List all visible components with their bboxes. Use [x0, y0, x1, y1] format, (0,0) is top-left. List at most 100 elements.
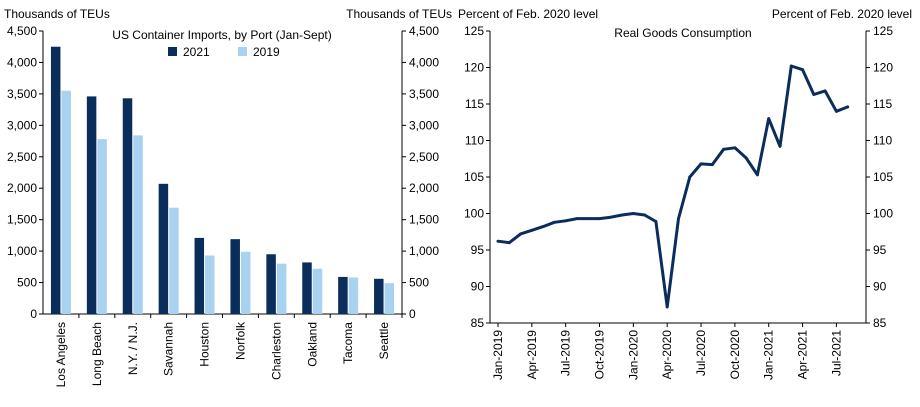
bar-2021-n-y-n-j- [122, 98, 133, 315]
line-chart-title: Real Goods Consumption [614, 26, 751, 40]
line-left-tick-label: 105 [464, 170, 484, 184]
line-data-point [519, 232, 522, 236]
line-right-tick-label: 110 [873, 134, 892, 148]
line-x-tick-label: Apr-2020 [660, 330, 674, 380]
line-x-tick-label: Jan-2021 [762, 330, 776, 380]
line-left-tick-label: 95 [471, 243, 485, 257]
line-data-point [722, 147, 725, 151]
bar-2019-savannah [169, 207, 179, 314]
bar-2019-long-beach [97, 139, 107, 314]
line-right-tick-label: 115 [873, 97, 892, 111]
line-data-point [744, 156, 748, 160]
line-right-tick-label: 100 [873, 207, 893, 221]
line-x-tick-label: Apr-2019 [525, 330, 539, 380]
line-data-point [631, 212, 635, 215]
line-left-tick-label: 115 [465, 97, 484, 111]
line-left-tick-label: 100 [464, 207, 484, 221]
bar-left-tick-label: 2,000 [7, 181, 37, 195]
line-data-point [654, 220, 658, 223]
line-data-point [530, 228, 534, 232]
line-left-tick-label: 90 [471, 280, 485, 294]
bar-2021-los-angeles [50, 46, 61, 314]
bar-2019-houston [205, 255, 215, 314]
bar-category-label: Long Beach [90, 322, 104, 386]
line-data-point [789, 64, 793, 68]
bar-right-tick-label: 500 [409, 276, 429, 290]
line-x-tick-label: Apr-2021 [796, 330, 810, 380]
line-x-tick-label: Jan-2020 [626, 330, 640, 380]
bar-left-tick-label: 500 [17, 276, 37, 290]
line-data-point [801, 68, 804, 72]
bar-right-tick-label: 3,500 [409, 87, 439, 101]
line-data-point [823, 89, 827, 93]
line-data-point [507, 241, 511, 245]
bar-chart-title: US Container Imports, by Port (Jan-Sept) [112, 28, 331, 42]
line-data-point [699, 162, 703, 166]
line-data-point [541, 225, 545, 229]
line-chart-axes: 85 85 90 90 95 95 100 100 105 105 110 110 115 115 120 1… [464, 24, 893, 380]
bar-category-label: Charleston [269, 322, 283, 380]
bar-category-label: Savannah [162, 322, 176, 376]
line-right-tick-label: 120 [873, 61, 893, 75]
port-imports-bar-chart: Thousands of TEUs Thousands of TEUs US C… [4, 7, 452, 387]
bar-chart-axes: 0 0 500 500 1,000 1,000 1,500 1,500 2,000 2,000 2,… [7, 24, 439, 321]
line-chart-right-axis-label: Percent of Feb. 2020 level [772, 7, 912, 21]
line-data-point [496, 239, 500, 243]
line-data-point [688, 175, 692, 179]
line-data-point [756, 173, 759, 177]
bar-2019-los-angeles [61, 90, 71, 314]
line-chart-series [496, 64, 850, 309]
line-x-tick-label: Jul-2019 [559, 330, 573, 376]
bar-2021-charleston [266, 254, 276, 314]
bar-category-label: Norfolk [233, 321, 247, 360]
bar-2019-tacoma [348, 277, 359, 314]
bar-2021-seattle [374, 278, 384, 314]
line-data-point [643, 213, 647, 217]
bar-2019-n-y-n-j- [133, 135, 143, 314]
line-data-point [598, 217, 601, 221]
line-left-tick-label: 120 [464, 61, 484, 75]
line-right-tick-label: 90 [873, 280, 887, 294]
bar-2021-oakland [302, 262, 312, 314]
bar-chart-legend: 2021 2019 [168, 45, 280, 59]
line-data-point [767, 117, 771, 120]
line-right-tick-label: 125 [873, 24, 893, 38]
bar-right-tick-label: 0 [409, 307, 416, 321]
bar-2021-savannah [158, 183, 169, 314]
line-data-point [710, 163, 714, 166]
line-data-point [778, 144, 782, 148]
line-x-tick-label: Oct-2020 [728, 330, 742, 380]
goods-consumption-line-chart: Percent of Feb. 2020 level Percent of Fe… [458, 7, 912, 380]
bar-right-tick-label: 2,500 [409, 150, 439, 164]
line-data-point [553, 220, 556, 224]
bar-category-label: N.Y. / N.J. [126, 322, 140, 375]
bar-right-tick-label: 1,500 [409, 213, 439, 227]
line-right-tick-label: 95 [873, 243, 887, 257]
bar-left-tick-label: 4,500 [7, 24, 37, 38]
legend-label-2019: 2019 [253, 45, 280, 59]
line-data-point [665, 305, 669, 309]
bar-chart-category-labels: Los Angeles Long Beach N.Y. / N.J. Savannah… [54, 321, 391, 387]
bar-right-tick-label: 4,500 [409, 24, 439, 38]
bar-2021-tacoma [338, 276, 348, 314]
bar-right-tick-label: 3,000 [409, 118, 439, 132]
bar-chart-left-axis-label: Thousands of TEUs [4, 7, 110, 21]
bar-left-tick-label: 3,000 [7, 118, 37, 132]
bar-2019-seattle [384, 283, 395, 314]
bar-left-tick-label: 1,500 [7, 213, 37, 227]
bar-2021-norfolk [230, 239, 240, 314]
bar-left-tick-label: 0 [30, 307, 37, 321]
line-right-tick-label: 105 [873, 170, 893, 184]
bar-2021-long-beach [86, 96, 97, 314]
line-x-tick-label: Jul-2021 [829, 330, 843, 376]
line-data-point [677, 217, 680, 221]
bar-left-tick-label: 3,500 [7, 87, 37, 101]
line-chart-left-axis-label: Percent of Feb. 2020 level [458, 7, 598, 21]
bar-2019-norfolk [240, 251, 251, 314]
line-x-tick-label: Oct-2019 [593, 330, 607, 380]
bar-chart-right-axis-label: Thousands of TEUs [346, 7, 452, 21]
line-data-point [609, 215, 613, 219]
line-data-point [835, 109, 838, 113]
line-data-point [564, 219, 568, 223]
